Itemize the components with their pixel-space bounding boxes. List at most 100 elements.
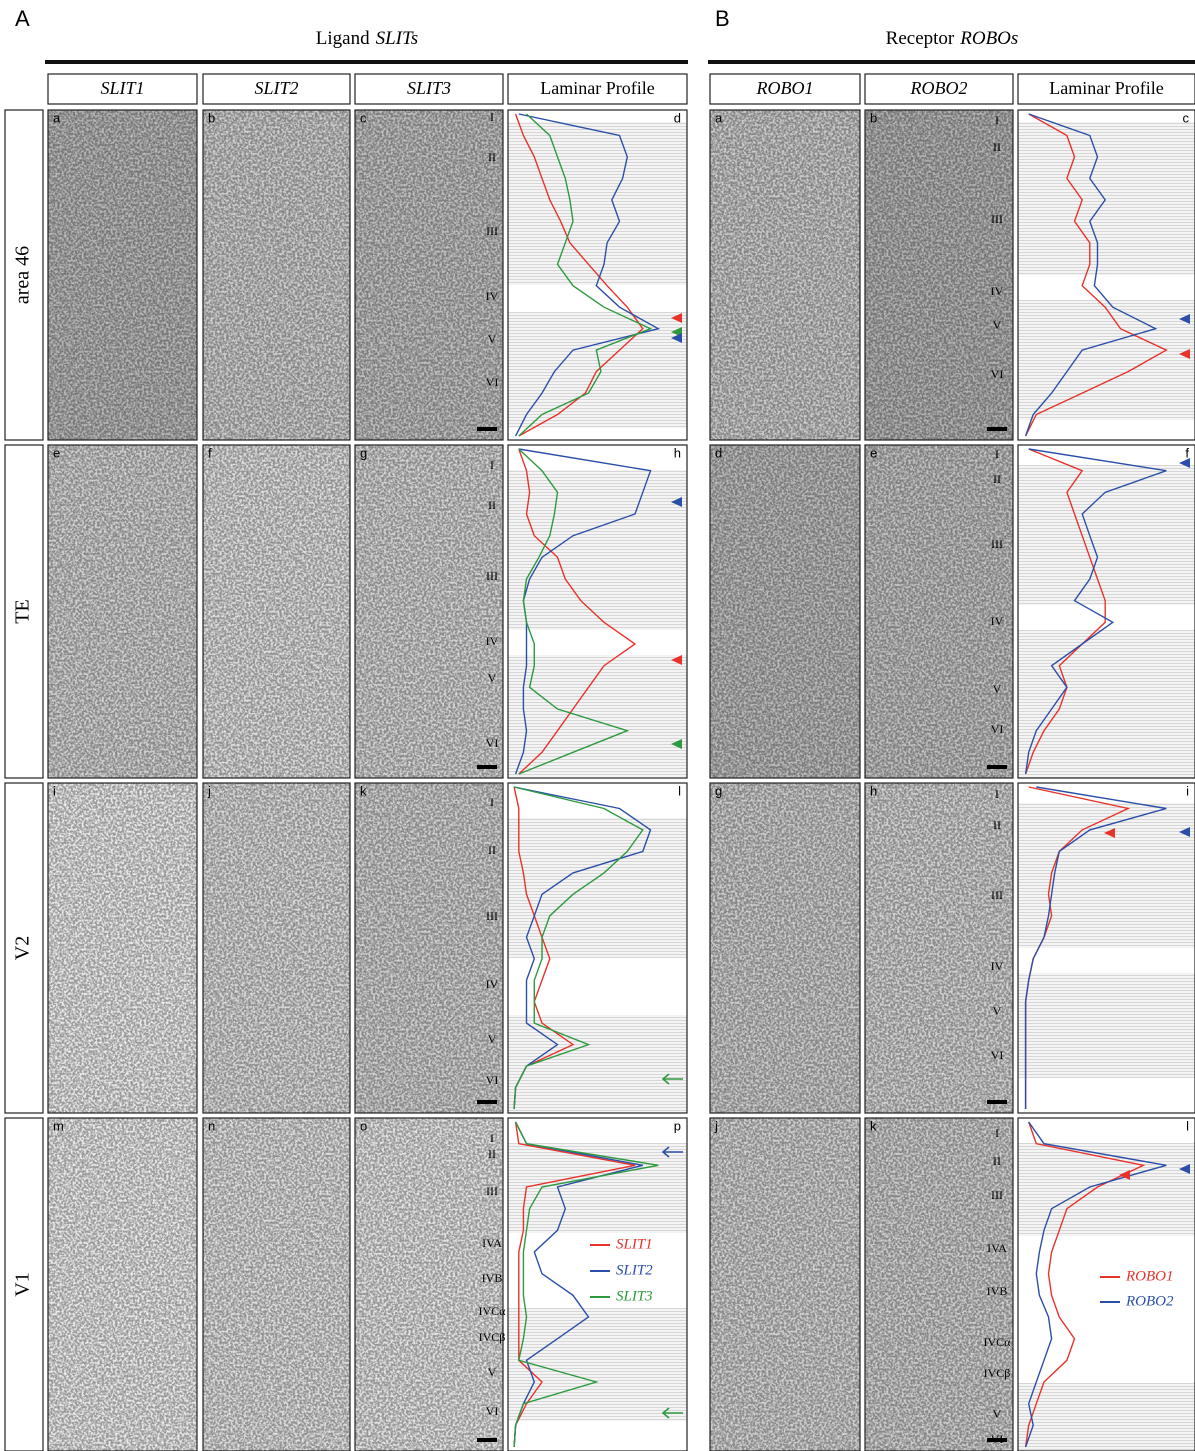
panel-letter: c [1183,110,1190,125]
micrograph-texture [48,110,197,440]
scale-bar [477,1100,497,1104]
layer-band [1018,465,1195,605]
section-title: ReceptorROBOs [886,28,1019,49]
column-header: Laminar Profile [540,78,654,98]
panel-letter: f [1185,445,1189,460]
layer-label: I [995,113,999,127]
micrograph-texture [203,783,350,1113]
layer-label: IVB [987,1284,1008,1298]
section-rule [708,60,1195,64]
micrograph-texture [865,110,1013,440]
panel-letter: e [53,445,60,460]
section-rule [45,60,688,64]
layer-label: I [995,1126,999,1140]
panel-letter: b [870,110,877,125]
layer-label: VI [486,736,499,750]
scale-bar [987,765,1007,769]
layer-label: II [488,1147,496,1161]
row-label: area 46 [12,246,34,304]
layer-label: III [991,1188,1003,1202]
layer-band [1018,630,1195,778]
layer-label: II [993,818,1001,832]
panel-letter: j [207,783,211,798]
panel-letter: d [674,110,681,125]
layer-band [508,122,687,285]
micrograph-texture [710,1118,860,1451]
layer-label: II [488,843,496,857]
legend-label: ROBO1 [1125,1268,1174,1284]
micrograph-texture [710,445,860,778]
micrograph-texture [203,110,350,440]
layer-label: IVCα [984,1335,1012,1349]
micrograph-texture [355,445,503,778]
layer-label: II [488,150,496,164]
layer-label: IV [486,634,499,648]
layer-label: VI [991,722,1004,736]
micrograph-texture [203,445,350,778]
section-title-word: Ligand [316,28,370,49]
column-header: SLIT2 [254,78,298,98]
layer-label: V [488,332,497,346]
scale-bar [987,1100,1007,1104]
layer-label: V [488,671,497,685]
panel-letter: d [715,445,722,460]
panel-letter: p [674,1118,681,1133]
layer-label: IVCβ [479,1330,506,1344]
panel-letter: e [870,445,877,460]
layer-label: VI [991,1048,1004,1062]
column-header: SLIT1 [100,78,144,98]
layer-label: III [486,569,498,583]
row-label: TE [12,599,34,623]
layer-label: V [488,1032,497,1046]
column-header: Laminar Profile [1049,78,1163,98]
panel-letter: i [1186,783,1189,798]
micrograph-texture [355,783,503,1113]
panel-letter: h [674,445,681,460]
layer-label: II [993,1154,1001,1168]
layer-label: III [486,1184,498,1198]
panel-letter: a [53,110,61,125]
panel-letter: g [715,783,722,798]
panel-letter: c [360,110,367,125]
layer-band [1018,1383,1195,1451]
panel-letter: j [714,1118,718,1133]
layer-label: I [490,110,494,124]
layer-label: I [490,1131,494,1145]
panel-letter: g [360,445,367,460]
layer-label: VI [486,1404,499,1418]
section-title-gene: ROBOs [959,28,1018,49]
panel-letter: l [1186,1118,1189,1133]
panel-letter: a [715,110,723,125]
column-header: ROBO2 [910,78,968,98]
scale-bar [477,1438,497,1442]
layer-label: V [993,318,1002,332]
layer-label: III [486,909,498,923]
layer-label: V [488,1365,497,1379]
layer-label: V [993,1407,1002,1421]
panel-letter: l [678,783,681,798]
panel-letter: f [208,445,212,460]
panel-letter: o [360,1118,367,1133]
micrograph-texture [48,783,197,1113]
panel-letter: i [53,783,56,798]
figure: ALigandSLITsSLIT1SLIT2SLIT3Laminar Profi… [0,0,1195,1451]
row-label: V2 [12,936,34,960]
layer-label: IVCα [479,1304,507,1318]
layer-label: VI [486,375,499,389]
layer-label: II [488,498,496,512]
layer-label: I [995,447,999,461]
layer-label: VI [991,367,1004,381]
layer-label: II [993,140,1001,154]
layer-label: V [993,1004,1002,1018]
layer-label: IVA [987,1241,1007,1255]
micrograph-texture [710,783,860,1113]
layer-label: VI [486,1073,499,1087]
column-header: SLIT3 [407,78,451,98]
layer-label: I [490,458,494,472]
legend-label: SLIT2 [616,1262,653,1278]
panel-letter: h [870,783,877,798]
layer-band [508,470,687,630]
panel-letter: b [208,110,215,125]
layer-band [1018,1143,1195,1236]
scale-bar [477,765,497,769]
